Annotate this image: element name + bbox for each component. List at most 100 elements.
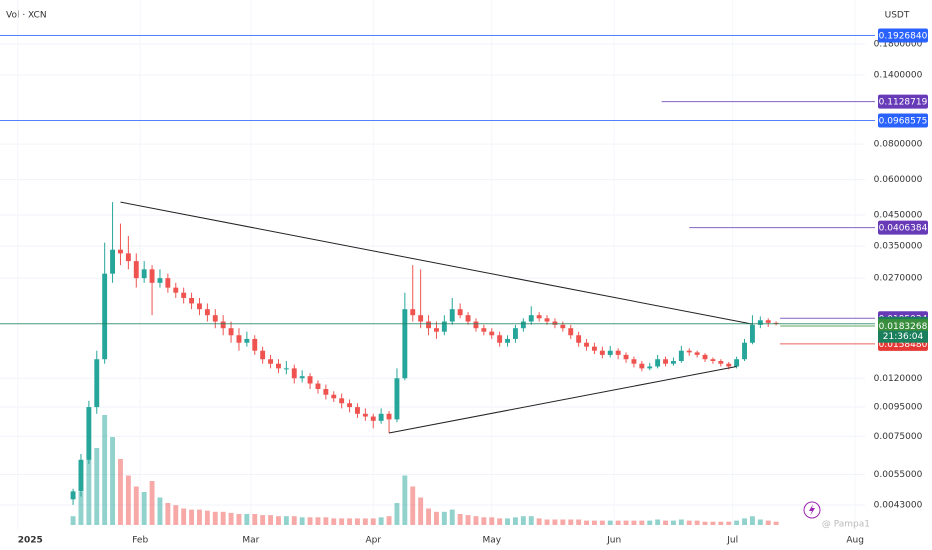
candle-body (276, 363, 281, 369)
volume-bar (362, 518, 368, 525)
volume-bar (212, 511, 218, 525)
volume-bar (86, 459, 92, 525)
volume-bar (331, 518, 337, 525)
candle-body (244, 338, 250, 343)
volume-bar (236, 514, 242, 525)
candle-body (694, 352, 700, 355)
volume-bar (434, 511, 439, 525)
volume-bar (473, 516, 479, 525)
candle-body (560, 324, 566, 329)
price-label-box (878, 113, 928, 128)
volume-bar (670, 520, 676, 525)
volume-bar (386, 516, 392, 525)
volume-bar (607, 520, 613, 525)
y-tick-label: 0.0095000 (874, 403, 923, 413)
volume-bar (268, 515, 274, 525)
candle-body (481, 328, 487, 332)
volume-bar (663, 520, 668, 525)
volume-bar (568, 519, 574, 525)
candle-body (331, 394, 337, 399)
volume-bar (173, 505, 179, 525)
candle-body (370, 416, 376, 421)
candle-body (584, 342, 589, 347)
candle-body (418, 315, 424, 322)
volume-bar (70, 516, 76, 525)
volume-bar (355, 518, 360, 525)
candle-body (426, 321, 431, 329)
y-tick-label: 0.0800000 (874, 140, 923, 150)
price-label-box (878, 28, 928, 43)
volume-bar (497, 518, 503, 525)
candle-body (70, 491, 76, 500)
candle-body (189, 297, 195, 304)
candle-body (386, 413, 392, 420)
candle-body (339, 398, 345, 404)
candle-body (125, 253, 131, 262)
volume-bar (426, 508, 431, 525)
price-label: 0.0406384 (879, 224, 928, 234)
volume-bar (141, 492, 147, 525)
candle-body (520, 321, 526, 329)
volume-bar (647, 520, 653, 525)
countdown: 21:36:04 (883, 332, 924, 342)
candle-body (757, 320, 763, 325)
volume-bar (457, 514, 463, 525)
chart-title: Vol · XCN (6, 11, 47, 21)
volume-bar (465, 515, 471, 525)
candle-body (315, 383, 321, 389)
candle-body (528, 315, 534, 322)
candle-body (465, 315, 471, 322)
volume-bar (757, 519, 763, 525)
y-tick-label: 0.0450000 (874, 211, 923, 221)
volume-bar (481, 517, 487, 525)
candle-body (726, 363, 732, 367)
candle-body (402, 309, 408, 379)
volume-bar (544, 519, 550, 525)
candle-body (512, 328, 518, 339)
volume-bar (283, 516, 289, 525)
volume-bar (441, 511, 447, 525)
overlays (0, 35, 875, 434)
candle-body (607, 350, 613, 355)
candle-body (228, 328, 234, 336)
candle-body (655, 359, 661, 367)
volume-bar (133, 486, 139, 525)
volume-bar (718, 521, 724, 525)
countdown-box (878, 330, 928, 343)
volume-bar (726, 521, 732, 525)
volume-bar (599, 520, 605, 525)
event-bolt (809, 504, 815, 516)
y-tick-label: 0.0043000 (874, 500, 923, 510)
volume-bar (742, 518, 747, 525)
grid (0, 43, 865, 506)
candle-body (347, 403, 353, 408)
y-unit: USDT (885, 11, 910, 21)
volume-bar (220, 511, 226, 525)
volume-bar (734, 520, 740, 525)
candle-body (631, 359, 637, 364)
trendline (120, 201, 753, 325)
price-label-box (878, 94, 928, 109)
price-label: 0.0183268 (879, 322, 928, 332)
volume-bar (181, 508, 187, 525)
volume-bar (710, 521, 716, 525)
y-tick-label: 0.0270000 (874, 274, 923, 284)
x-tick-label: Feb (132, 536, 148, 546)
candle-body (291, 368, 297, 379)
volume-bar (291, 516, 297, 525)
candle-body (686, 350, 692, 353)
candle-body (236, 335, 242, 343)
x-tick-label: Aug (846, 536, 864, 546)
volume-bar (584, 520, 589, 525)
candle-body (670, 360, 676, 364)
volume-bar (552, 519, 558, 525)
volume-bar (307, 517, 313, 525)
volume-bar (315, 517, 321, 525)
volume-bar (299, 517, 305, 525)
candle-body (149, 269, 155, 283)
volume (70, 415, 779, 525)
candle-body (394, 378, 400, 420)
candle-body (94, 359, 100, 408)
